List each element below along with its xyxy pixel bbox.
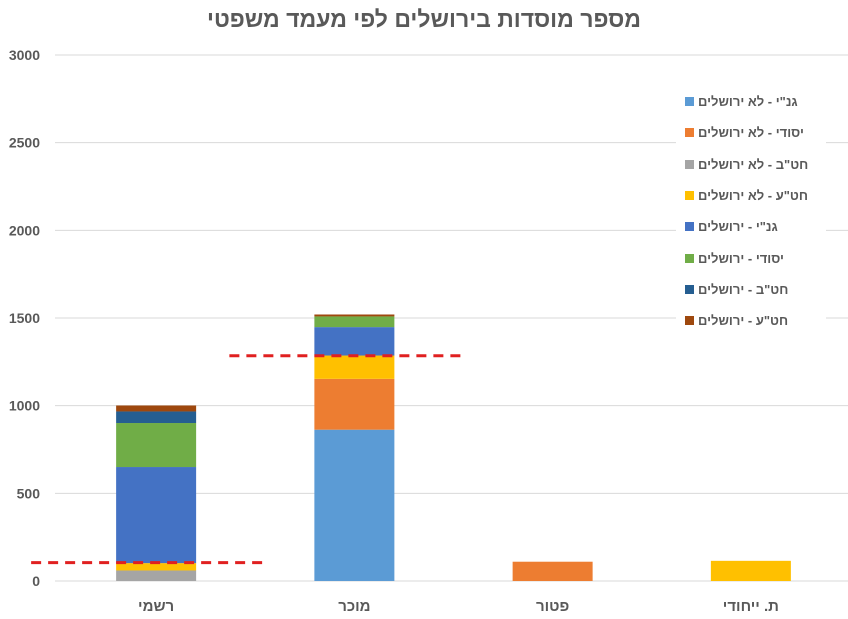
legend-label: חט"ב - לא ירושלים (698, 156, 809, 172)
y-tick-label: 2500 (9, 135, 40, 151)
legend-item: חט"ב - לא ירושלים (676, 149, 826, 180)
bar-segment (116, 563, 197, 571)
y-tick-label: 1000 (9, 398, 40, 414)
bar-segment (116, 423, 197, 468)
x-tick-label: מוכר (338, 598, 370, 615)
legend-label: גנ"י - ירושלים (698, 219, 778, 235)
y-tick-label: 2000 (9, 222, 40, 238)
y-tick-label: 1500 (9, 310, 40, 326)
y-tick-label: 3000 (9, 47, 40, 63)
bar-segment (314, 378, 395, 430)
legend-label: חט"ע - ירושלים (698, 313, 789, 329)
bar-segment (116, 405, 197, 412)
legend-item: גנ"י - ירושלים (676, 211, 826, 242)
legend-swatch (685, 159, 694, 169)
bar-segment (710, 560, 791, 581)
y-tick-label: 500 (17, 485, 41, 501)
bar-segment (314, 327, 395, 356)
legend-swatch (685, 253, 694, 263)
legend-swatch (685, 222, 694, 232)
y-tick-label: 0 (32, 573, 40, 589)
legend-swatch (685, 97, 694, 107)
bar-segment (116, 411, 197, 424)
x-tick-label: פטור (536, 598, 569, 615)
bar-segment (314, 429, 395, 581)
legend-item: יסודי - ירושלים (676, 242, 826, 273)
bar-segment (116, 467, 197, 564)
legend: גנ"י - לא ירושלים יסודי - לא ירושלים חט"ב … (676, 86, 826, 337)
legend-item: גנ"י - לא ירושלים (676, 86, 826, 117)
bar-segment (116, 570, 197, 581)
legend-label: חט"ב - ירושלים (698, 281, 789, 297)
legend-item: חט"ב - ירושלים (676, 274, 826, 305)
x-tick-label: רשמי (138, 598, 174, 615)
bar-segment (314, 316, 395, 328)
legend-swatch (685, 191, 694, 201)
legend-label: חט"ע - לא ירושלים (698, 188, 808, 204)
legend-item: חט"ע - ירושלים (676, 305, 826, 336)
bar-segment (512, 561, 593, 581)
legend-item: חט"ע - לא ירושלים (676, 180, 826, 211)
bar-segment (314, 355, 395, 379)
legend-swatch (685, 284, 694, 294)
legend-label: יסודי - ירושלים (698, 250, 784, 266)
legend-item: יסודי - לא ירושלים (676, 117, 826, 148)
legend-swatch (685, 316, 694, 326)
legend-swatch (685, 128, 694, 138)
legend-label: גנ"י - לא ירושלים (698, 94, 798, 110)
legend-label: יסודי - לא ירושלים (698, 125, 804, 141)
bar-segment (314, 314, 395, 317)
chart-title: מספר מוסדות בירושלים לפי מעמד משפטי (207, 6, 641, 32)
x-tick-label: ת. ייחודי (723, 598, 779, 615)
